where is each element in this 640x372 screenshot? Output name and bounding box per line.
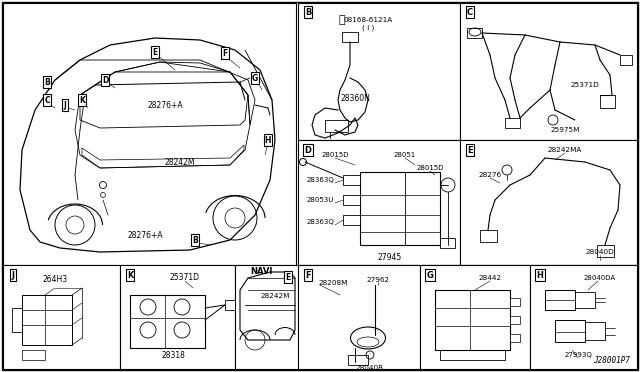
Bar (3, 3, 296, 265)
Bar (440, 238, 455, 248)
Bar (510, 316, 520, 324)
Text: C: C (467, 7, 473, 16)
Text: 28363Q: 28363Q (306, 177, 334, 183)
Text: 28015D: 28015D (416, 165, 444, 171)
Text: 27993Q: 27993Q (564, 352, 592, 358)
Text: 28242MA: 28242MA (548, 147, 582, 153)
Bar (435, 290, 510, 350)
Bar (348, 355, 368, 365)
Bar (298, 265, 420, 369)
Text: F: F (222, 48, 228, 58)
Bar (120, 265, 235, 369)
Bar (480, 230, 497, 242)
Text: D: D (102, 76, 108, 84)
Text: 28053U: 28053U (307, 197, 333, 203)
Text: 25371D: 25371D (571, 82, 600, 88)
Bar (460, 140, 637, 265)
Text: 28276: 28276 (479, 172, 502, 178)
Bar (342, 32, 358, 42)
Bar (420, 265, 530, 369)
Text: B: B (305, 7, 311, 16)
Bar (343, 175, 360, 185)
Text: H: H (536, 270, 543, 279)
Text: 28276+A: 28276+A (127, 231, 163, 240)
Text: 28051: 28051 (394, 152, 416, 158)
Text: ( I ): ( I ) (362, 25, 374, 31)
Bar (555, 320, 585, 342)
Text: J: J (63, 100, 67, 109)
Text: H: H (265, 135, 271, 144)
Text: C: C (44, 96, 50, 105)
Text: NAVI: NAVI (250, 267, 273, 276)
Bar (130, 295, 205, 348)
Bar (343, 215, 360, 225)
Text: B: B (44, 77, 50, 87)
Bar (575, 292, 595, 308)
Bar (225, 300, 235, 310)
Bar (510, 334, 520, 342)
Bar (467, 28, 482, 38)
Text: 27962: 27962 (367, 277, 390, 283)
Text: 25975M: 25975M (550, 127, 580, 133)
Bar (298, 140, 460, 265)
Text: 25371D: 25371D (170, 273, 200, 282)
Text: E: E (285, 273, 291, 282)
Text: 08168-6121A: 08168-6121A (344, 17, 392, 23)
Bar (325, 120, 348, 132)
Bar (510, 298, 520, 306)
Bar (597, 245, 614, 257)
Bar (585, 322, 605, 340)
Text: 28242M: 28242M (164, 157, 195, 167)
Bar (235, 265, 637, 369)
Bar (460, 3, 637, 140)
Bar (3, 265, 120, 369)
Bar (545, 290, 575, 310)
Text: K: K (127, 270, 133, 279)
Text: 28360N: 28360N (340, 93, 370, 103)
Text: G: G (252, 74, 258, 83)
Text: 264H3: 264H3 (42, 276, 68, 285)
Text: D: D (305, 145, 312, 154)
Text: 28015D: 28015D (321, 152, 349, 158)
Text: 28040D: 28040D (586, 249, 614, 255)
Text: 28208M: 28208M (318, 280, 348, 286)
Bar (600, 95, 615, 108)
Text: J: J (12, 270, 15, 279)
Text: Ⓑ: Ⓑ (339, 15, 346, 25)
Text: 28363Q: 28363Q (306, 219, 334, 225)
Text: 28040DA: 28040DA (584, 275, 616, 281)
Bar (298, 3, 460, 140)
Text: G: G (427, 270, 433, 279)
Text: K: K (79, 96, 85, 105)
Text: 28276+A: 28276+A (147, 100, 183, 109)
Text: B: B (192, 235, 198, 244)
Bar (22, 295, 72, 345)
Bar (12, 308, 22, 332)
Text: 28040B: 28040B (356, 365, 384, 371)
Bar (343, 195, 360, 205)
Text: J28001P7: J28001P7 (593, 356, 630, 365)
Bar (505, 118, 520, 128)
Text: 27945: 27945 (378, 253, 402, 263)
Text: 28318: 28318 (161, 350, 185, 359)
Text: E: E (467, 145, 473, 154)
Text: E: E (152, 48, 157, 57)
Bar (530, 265, 637, 369)
Text: F: F (305, 270, 311, 279)
Bar (360, 172, 440, 245)
Text: 28242M: 28242M (260, 293, 290, 299)
Bar (620, 55, 632, 65)
Bar (22, 350, 45, 360)
Text: 28442: 28442 (479, 275, 502, 281)
